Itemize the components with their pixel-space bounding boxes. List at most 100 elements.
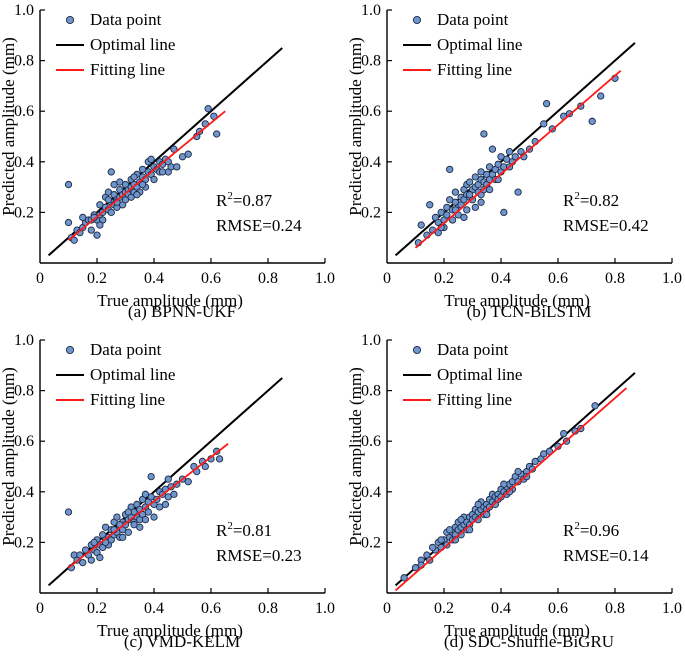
data-point <box>130 521 138 529</box>
data-point <box>96 553 104 562</box>
data-point <box>64 508 73 516</box>
data-point <box>215 455 224 463</box>
x-tick-label: 0.2 <box>434 600 454 617</box>
r2-annotation: R2=0.96 <box>563 520 619 540</box>
legend-point-marker <box>65 15 75 25</box>
x-tick-label: 0.4 <box>491 600 511 617</box>
data-point <box>528 465 536 473</box>
data-point <box>588 117 596 125</box>
y-tick-label: 0.4 <box>14 484 34 501</box>
legend-point-marker <box>412 345 422 355</box>
data-point <box>64 218 73 227</box>
data-point <box>511 153 519 161</box>
legend-label-fitting-line: Fitting line <box>90 60 165 79</box>
data-point <box>426 201 434 209</box>
fitting-line <box>414 70 622 249</box>
data-point <box>457 515 465 524</box>
legend-label-data-point: Data point <box>437 340 509 359</box>
data-point <box>64 180 73 189</box>
r2-superscript: 2 <box>227 520 233 532</box>
data-point <box>144 508 152 516</box>
legend-label-optimal-line: Optimal line <box>437 35 522 54</box>
data-point <box>173 163 181 171</box>
y-tick-label: 1.0 <box>14 332 34 349</box>
x-tick-label: 0.8 <box>258 600 278 617</box>
chart-panel-4: 0 0.2 0.4 0.6 0.8 1.0 0.2 0.4 0.6 0.8 1.0 True ampl… <box>346 332 682 651</box>
y-tick-label: 0.8 <box>14 53 34 70</box>
x-tick-label: 0.4 <box>144 600 164 617</box>
data-point <box>124 528 133 536</box>
y-tick-label: 0.4 <box>14 154 34 171</box>
x-axis-label: True amplitude (mm) <box>97 291 243 310</box>
data-point <box>443 211 451 219</box>
x-tick-label: 0 <box>383 270 391 287</box>
chart-panel-2: 0 0.2 0.4 0.6 0.8 1.0 0.2 0.4 0.6 0.8 1.0 True ampl… <box>346 2 682 321</box>
data-point <box>161 500 170 509</box>
data-point <box>465 191 474 199</box>
data-point <box>480 130 488 138</box>
y-tick-label: 0.4 <box>361 484 381 501</box>
legend-point-marker <box>412 15 422 25</box>
data-point <box>477 198 485 206</box>
data-point <box>540 120 548 128</box>
data-point <box>428 543 437 552</box>
data-point <box>150 175 158 184</box>
panel-caption: (d) SDC-Shuffle-BiGRU <box>444 632 614 651</box>
y-tick-label: 1.0 <box>361 2 381 19</box>
data-point <box>500 480 508 488</box>
y-tick-label: 0.8 <box>361 383 381 400</box>
x-axis-label: True amplitude (mm) <box>444 621 590 640</box>
data-point <box>474 500 482 509</box>
x-tick-label: 1.0 <box>315 600 335 617</box>
r2-annotation: R2=0.87 <box>216 190 273 210</box>
data-point <box>184 478 192 486</box>
fitting-line <box>394 387 627 592</box>
x-tick-label: 1.0 <box>315 270 335 287</box>
fitting-line <box>67 110 226 241</box>
data-point <box>158 168 167 176</box>
x-tick-label: 0.2 <box>87 600 107 617</box>
legend-label-fitting-line: Fitting line <box>90 390 165 409</box>
data-point <box>500 208 508 217</box>
legend-label-data-point: Data point <box>90 340 162 359</box>
r2-superscript: 2 <box>574 520 580 532</box>
legend-label-data-point: Data point <box>437 10 509 29</box>
data-point <box>107 208 115 217</box>
r2-value: =0.87 <box>233 191 273 210</box>
data-point <box>591 402 599 410</box>
data-point <box>150 513 158 521</box>
y-axis-label: Predicted amplitude (mm) <box>346 37 365 215</box>
data-point <box>87 556 95 564</box>
data-point <box>90 538 98 547</box>
data-point <box>505 148 514 156</box>
r2-prefix: R <box>216 191 228 210</box>
y-axis-label: Predicted amplitude (mm) <box>346 367 365 545</box>
y-tick-label: 0.6 <box>361 433 381 450</box>
data-point <box>542 99 551 108</box>
y-tick-label: 0.2 <box>361 534 381 551</box>
y-tick-label: 0.8 <box>14 383 34 400</box>
rmse-annotation: RMSE=0.42 <box>563 216 649 235</box>
x-axis-label: True amplitude (mm) <box>444 291 590 310</box>
data-point <box>93 231 101 239</box>
y-tick-label: 0.2 <box>361 204 381 221</box>
data-point <box>133 191 141 199</box>
data-point <box>184 150 192 158</box>
data-point <box>79 213 87 222</box>
data-point <box>488 145 497 153</box>
r2-value: =0.82 <box>580 191 619 210</box>
data-point <box>213 130 221 138</box>
data-point <box>141 490 150 498</box>
x-tick-label: 0.6 <box>548 600 568 617</box>
data-point <box>70 236 78 244</box>
data-point <box>446 526 454 534</box>
legend: Data point Optimal line Fitting line <box>403 10 522 79</box>
data-point <box>147 472 155 481</box>
y-tick-label: 0.4 <box>361 154 381 171</box>
fitting-line <box>67 443 229 569</box>
data-point <box>463 206 471 214</box>
x-tick-label: 0 <box>383 600 391 617</box>
data-point <box>130 173 138 181</box>
y-tick-label: 0.2 <box>14 204 34 221</box>
x-tick-label: 0 <box>36 600 44 617</box>
